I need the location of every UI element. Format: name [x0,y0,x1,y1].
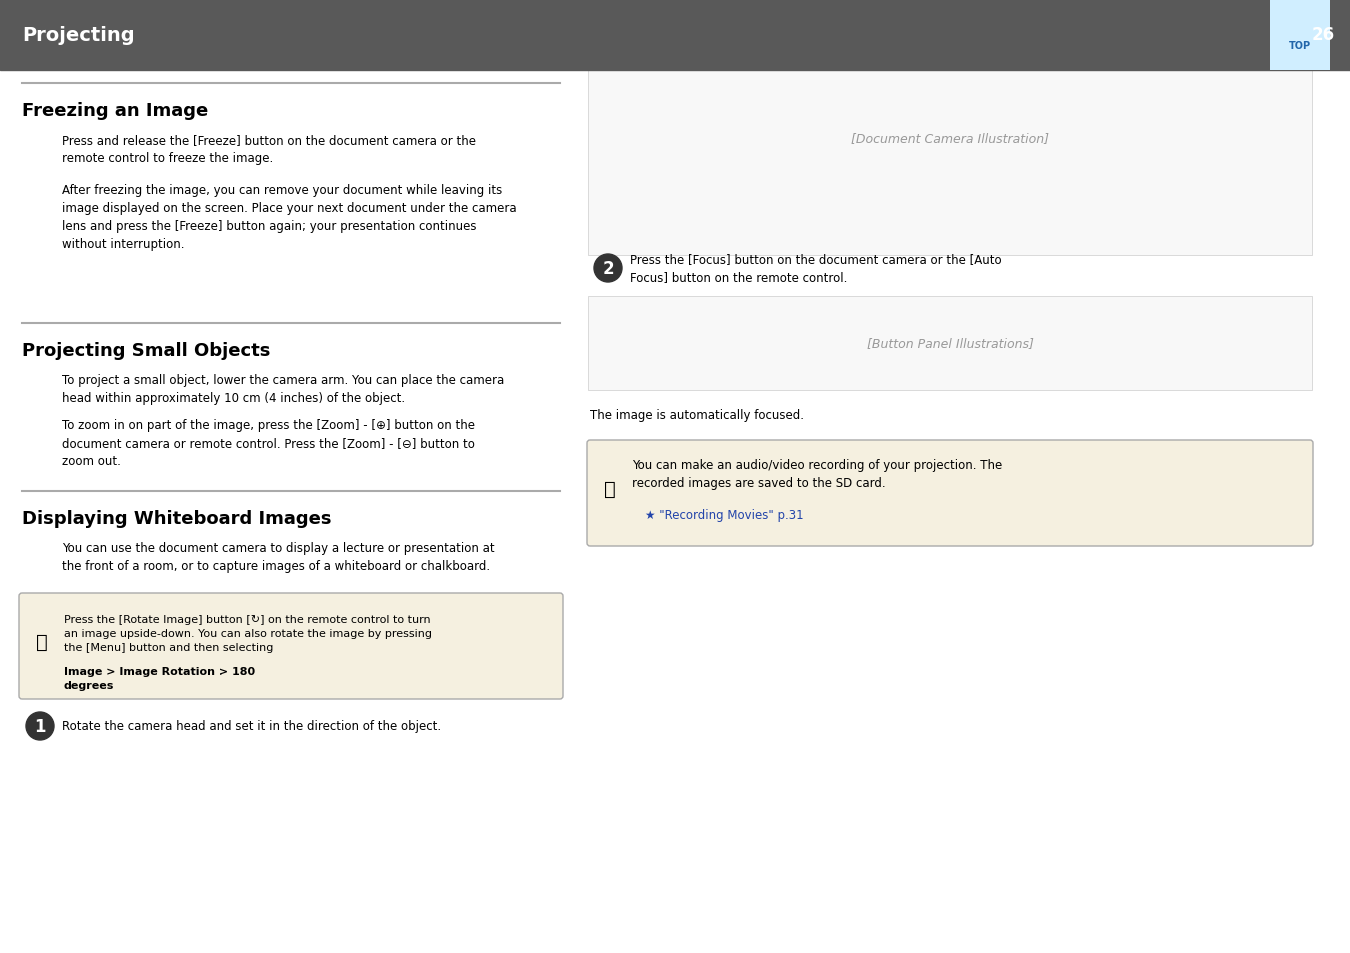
Text: TOP: TOP [1289,41,1311,51]
FancyBboxPatch shape [1270,0,1330,71]
Text: After freezing the image, you can remove your document while leaving its
image d: After freezing the image, you can remove… [62,184,517,251]
Text: You can use the document camera to display a lecture or presentation at
the fron: You can use the document camera to displ… [62,541,494,573]
Text: Press the [Focus] button on the document camera or the [Auto
Focus] button on th: Press the [Focus] button on the document… [630,253,1002,284]
FancyBboxPatch shape [589,296,1312,391]
Text: 📋: 📋 [36,632,47,651]
Text: Projecting Small Objects: Projecting Small Objects [22,341,270,359]
Text: ★ "Recording Movies" p.31: ★ "Recording Movies" p.31 [645,509,803,521]
Text: .: . [219,666,223,677]
Text: You can make an audio/video recording of your projection. The
recorded images ar: You can make an audio/video recording of… [632,458,1002,490]
Circle shape [26,712,54,740]
Text: 📋: 📋 [603,479,616,498]
Text: Rotate the camera head and set it in the direction of the object.: Rotate the camera head and set it in the… [62,720,441,733]
Text: To zoom in on part of the image, press the [Zoom] - [⊕] button on the
document c: To zoom in on part of the image, press t… [62,418,475,468]
Text: [Document Camera Illustration]: [Document Camera Illustration] [850,132,1049,146]
Text: Projecting: Projecting [22,26,135,45]
Bar [0,0,1350,71]
Text: To project a small object, lower the camera arm. You can place the camera
head w: To project a small object, lower the cam… [62,374,505,405]
Text: 2: 2 [602,260,614,277]
Text: 26: 26 [1312,27,1335,45]
Text: Image > Image Rotation > 180
degrees: Image > Image Rotation > 180 degrees [63,666,255,690]
Text: [Button Panel Illustrations]: [Button Panel Illustrations] [867,337,1034,350]
Text: Displaying Whiteboard Images: Displaying Whiteboard Images [22,510,332,527]
FancyBboxPatch shape [19,594,563,700]
Text: The image is automatically focused.: The image is automatically focused. [590,409,805,421]
Circle shape [594,254,622,283]
FancyBboxPatch shape [589,22,1312,255]
Text: Press the [Rotate Image] button [↻] on the remote control to turn
an image upsid: Press the [Rotate Image] button [↻] on t… [63,615,432,652]
Text: 1: 1 [34,718,46,735]
FancyBboxPatch shape [587,440,1314,546]
Text: Freezing an Image: Freezing an Image [22,102,208,120]
Text: Press and release the [Freeze] button on the document camera or the
remote contr: Press and release the [Freeze] button on… [62,133,477,165]
